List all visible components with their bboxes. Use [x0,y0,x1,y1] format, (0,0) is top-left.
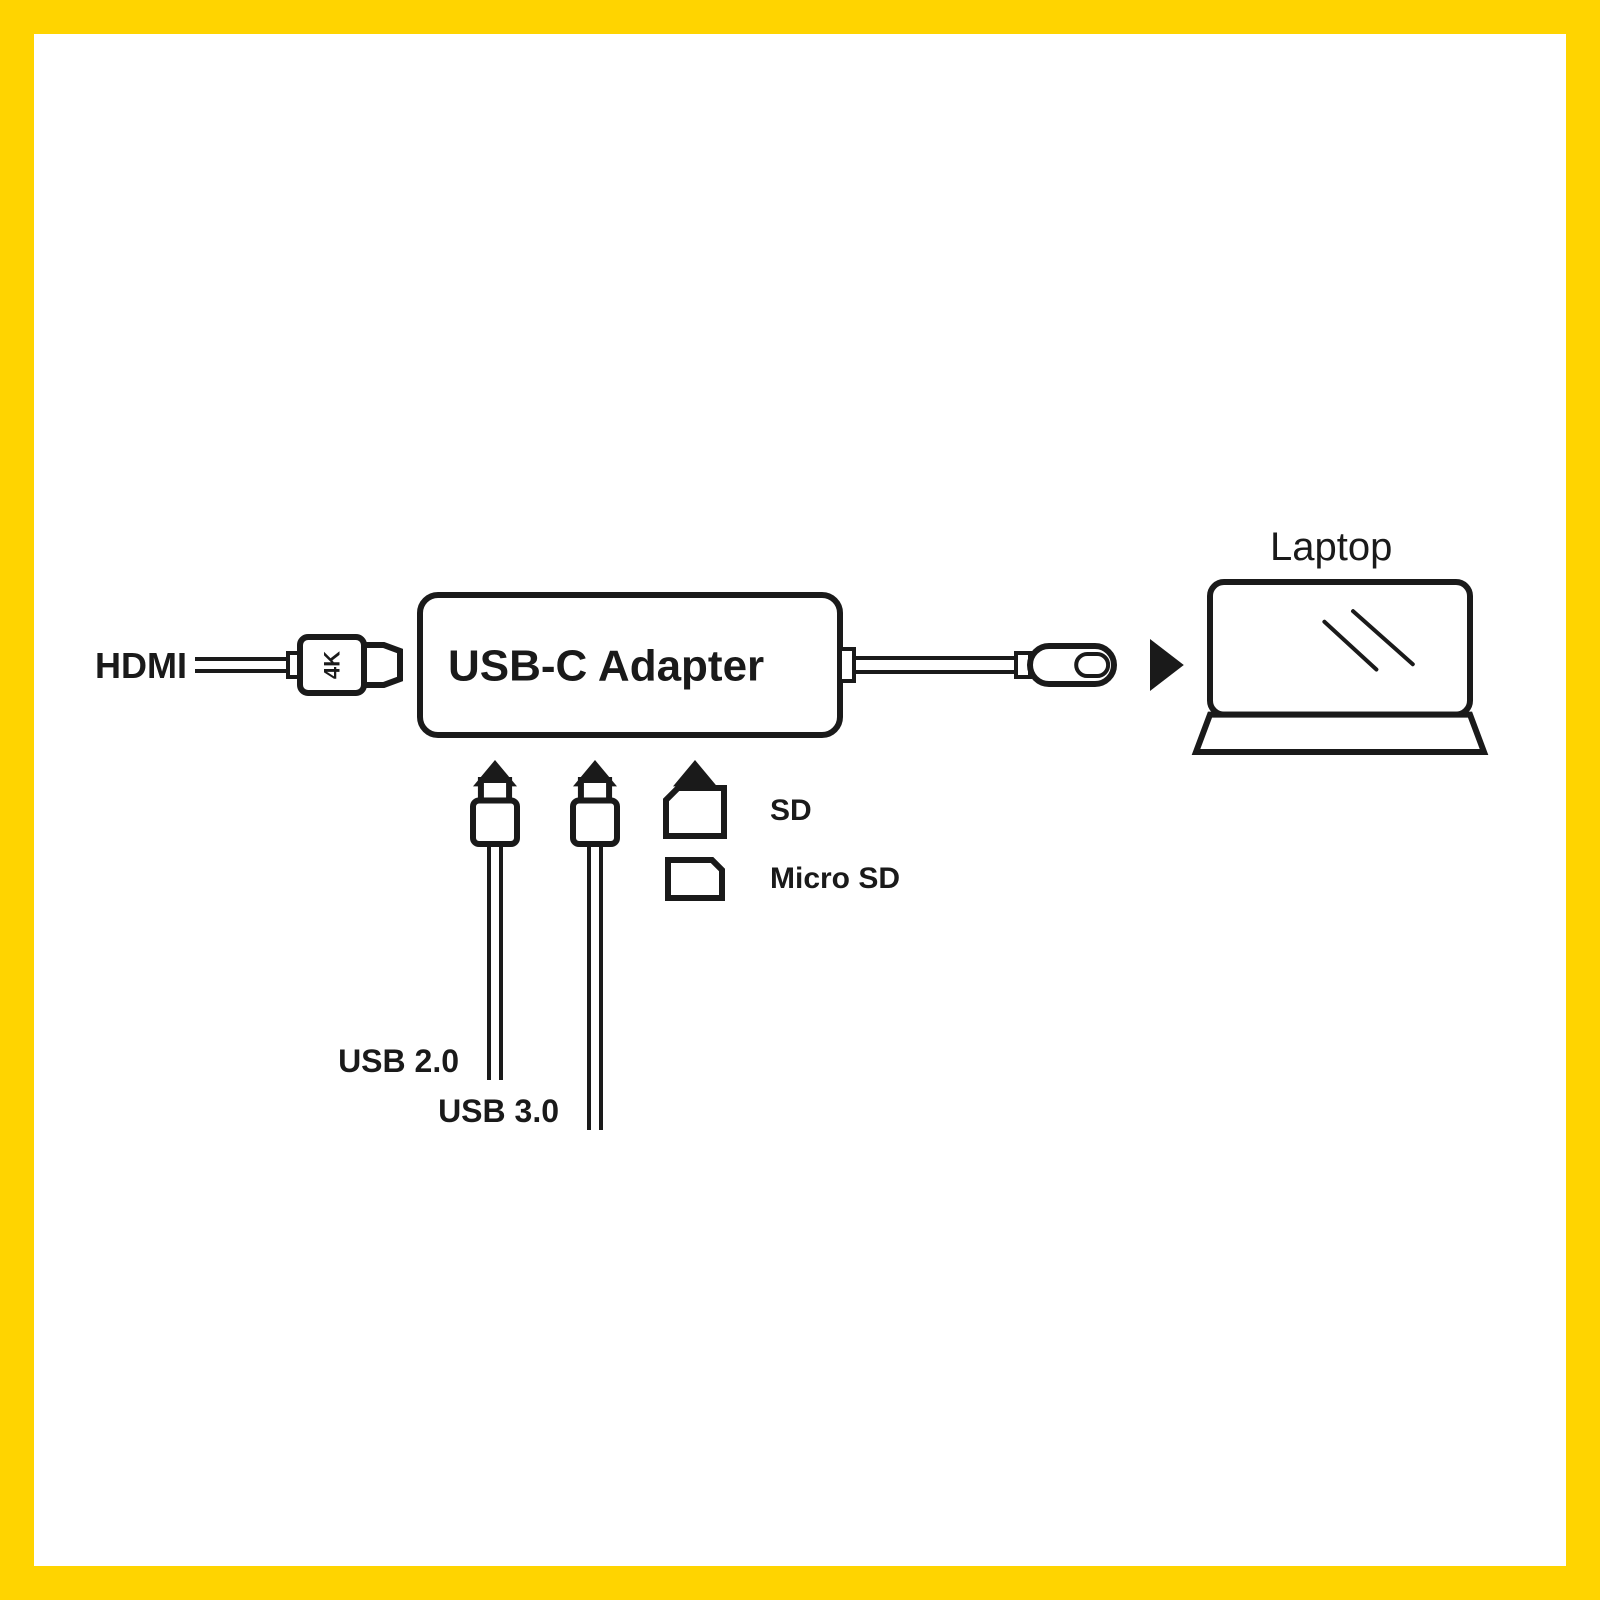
usb30-label: USB 3.0 [438,1093,559,1129]
adapter-label: USB-C Adapter [448,641,764,690]
laptop-label: Laptop [1270,525,1392,569]
hdmi-4k-badge: 4K [320,651,345,679]
diagram-svg: USB-C Adapter 4K HDMI Laptop USB 2.0 USB 3.0 S… [0,0,1600,1600]
hdmi-label: HDMI [95,645,187,686]
laptop-icon [1210,582,1470,715]
sd-label: SD [770,794,812,827]
microsd-card-icon [668,860,722,898]
sd-card-icon [666,788,724,836]
diagram-frame: USB-C Adapter 4K HDMI Laptop USB 2.0 USB 3.0 S… [0,0,1600,1600]
microsd-label: Micro SD [770,862,900,895]
usb20-label: USB 2.0 [338,1043,459,1079]
